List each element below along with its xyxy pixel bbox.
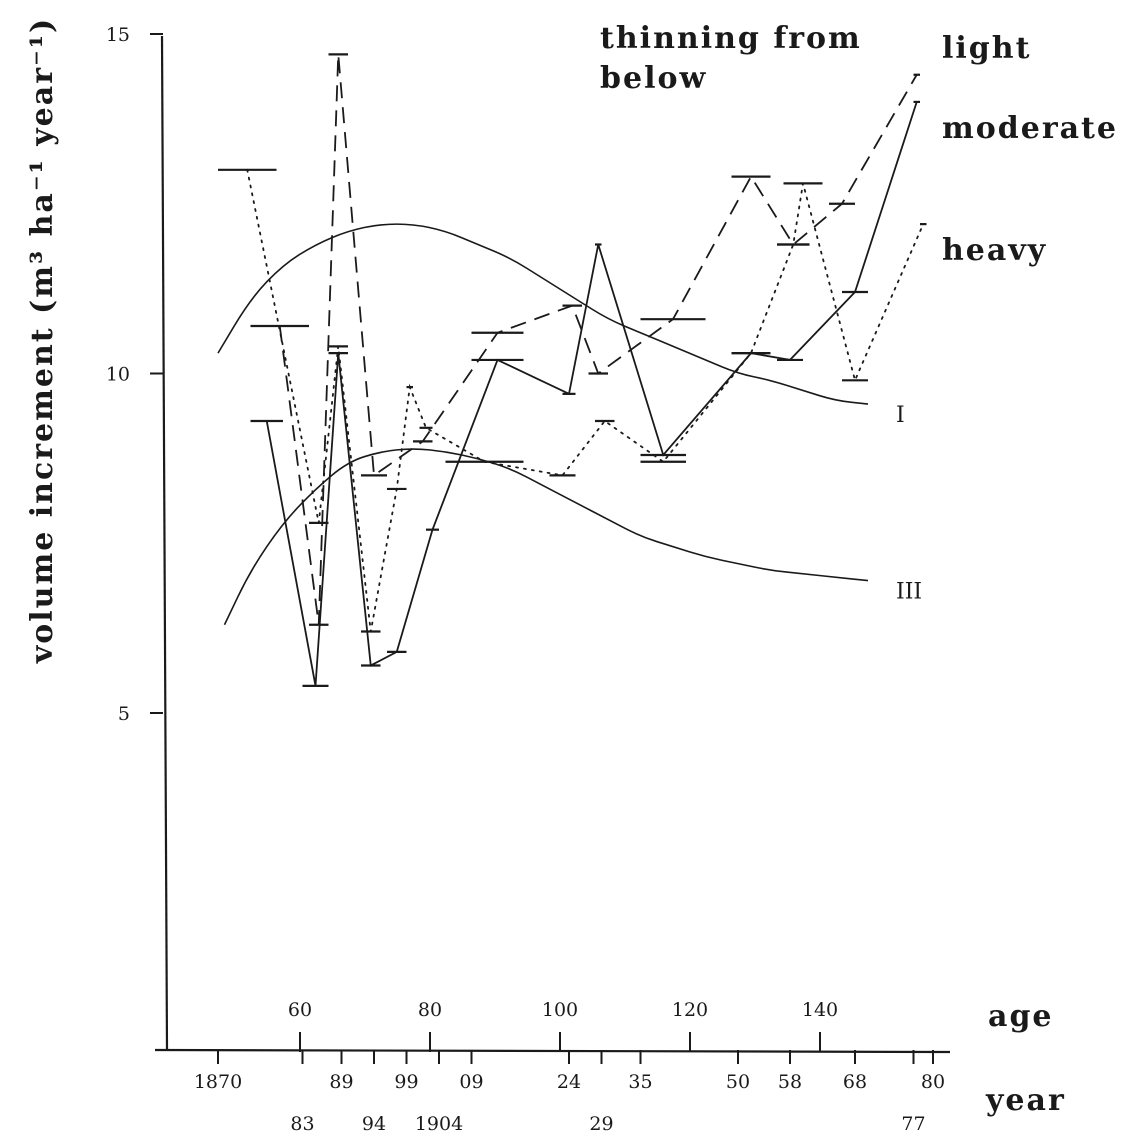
series-label-heavy: heavy [942, 233, 1047, 268]
age-tick-label: 100 [542, 999, 578, 1021]
year-tick-label: 77 [901, 1113, 925, 1135]
legend-title-line-1: thinning from [600, 21, 862, 56]
year-tick-label: 24 [557, 1071, 581, 1093]
y-tick-label: 5 [118, 703, 130, 725]
age-tick-label: 80 [418, 999, 442, 1021]
series-label-light: light [942, 31, 1031, 66]
series-layer [218, 53, 927, 687]
series-line-light [278, 54, 918, 625]
year-ticks: 1870 83 89 94 99 1904 09 24 29 35 50 58 68 77 80 [194, 1050, 945, 1135]
x-axis-line [154, 1048, 951, 1054]
reference-curve-label: I [896, 403, 905, 428]
year-tick-label: 29 [589, 1113, 613, 1135]
year-tick-label: 89 [329, 1071, 353, 1093]
series-line-moderate [265, 101, 918, 687]
legend-title-line-2: below [600, 61, 707, 96]
year-tick-label: 35 [628, 1071, 652, 1093]
year-tick-label: 68 [843, 1071, 867, 1093]
reference-curve-label: III [896, 580, 922, 605]
year-tick-label: 1870 [194, 1071, 242, 1093]
year-tick-label: 99 [394, 1071, 418, 1093]
year-tick-label: 1904 [415, 1113, 463, 1135]
year-tick-label: 83 [290, 1113, 314, 1135]
reference-curve-I [217, 223, 869, 405]
y-axis-line [160, 35, 169, 1051]
age-tick-label: 120 [672, 999, 708, 1021]
age-tick-label: 140 [802, 999, 838, 1021]
axes [154, 35, 951, 1054]
y-tick-label: 10 [106, 364, 130, 386]
year-tick-label: 58 [778, 1071, 802, 1093]
year-tick-label: 94 [362, 1113, 386, 1135]
y-axis-title: volume increment (m³ ha⁻¹ year⁻¹) [25, 17, 60, 664]
series-label-moderate: moderate [942, 111, 1118, 146]
year-tick-label: 09 [459, 1071, 483, 1093]
year-tick-label: 50 [726, 1071, 750, 1093]
reference-curve-III [223, 448, 869, 626]
y-tick-label: 15 [106, 24, 130, 46]
age-ticks: 60 80 100 120 140 [288, 999, 838, 1052]
age-axis-title: age [988, 999, 1054, 1034]
year-tick-label: 80 [921, 1071, 945, 1093]
series-line-heavy [246, 168, 925, 632]
y-ticks: 5 10 15 [106, 24, 163, 725]
age-tick-label: 60 [288, 999, 312, 1021]
year-axis-title: year [985, 1083, 1066, 1118]
